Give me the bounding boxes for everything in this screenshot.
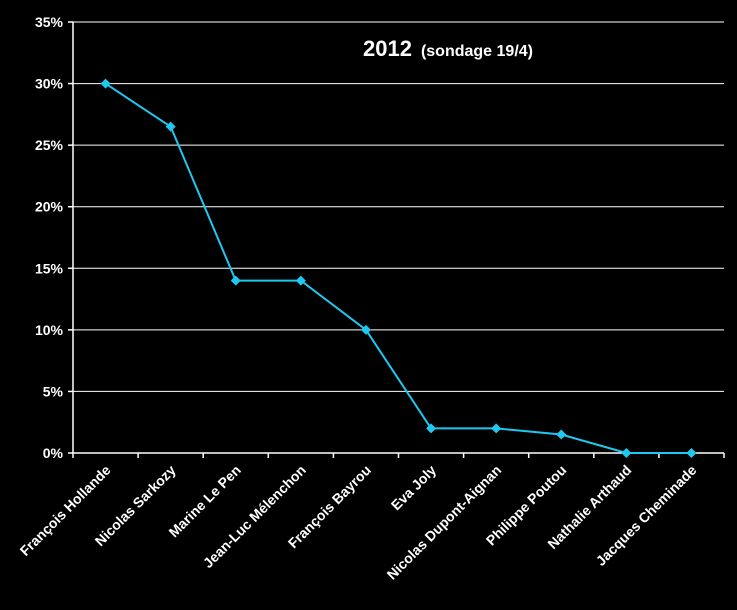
y-tick-label: 0% [43,445,64,461]
data-point-marker [556,429,567,440]
data-point-marker [100,78,111,89]
chart-title-year: 2012 [363,36,412,61]
data-point-marker [230,275,241,286]
y-tick-label: 25% [35,137,64,153]
y-tick-label: 35% [35,14,64,30]
gridlines [73,21,724,392]
data-point-marker [621,448,632,458]
chart-subtitle: (sondage 19/4) [421,43,533,60]
series-line [104,82,692,454]
data-point-marker [426,423,437,434]
y-tick-label: 10% [35,322,64,338]
data-point-marker [360,324,371,335]
y-tick-label: 15% [35,260,64,276]
data-point-marker [165,121,176,132]
data-point-marker [491,423,502,434]
y-tick-label: 5% [43,383,64,399]
y-tick-label: 20% [35,199,64,215]
y-tick-label: 30% [35,76,64,92]
data-point-marker [686,448,697,458]
series-markers [100,78,697,458]
data-point-marker [295,275,306,286]
chart-title: 2012 (sondage 19/4) [363,36,533,61]
y-tick-labels: 0% 5% 10% 15% 20% 25% 30% 35% [35,14,73,461]
